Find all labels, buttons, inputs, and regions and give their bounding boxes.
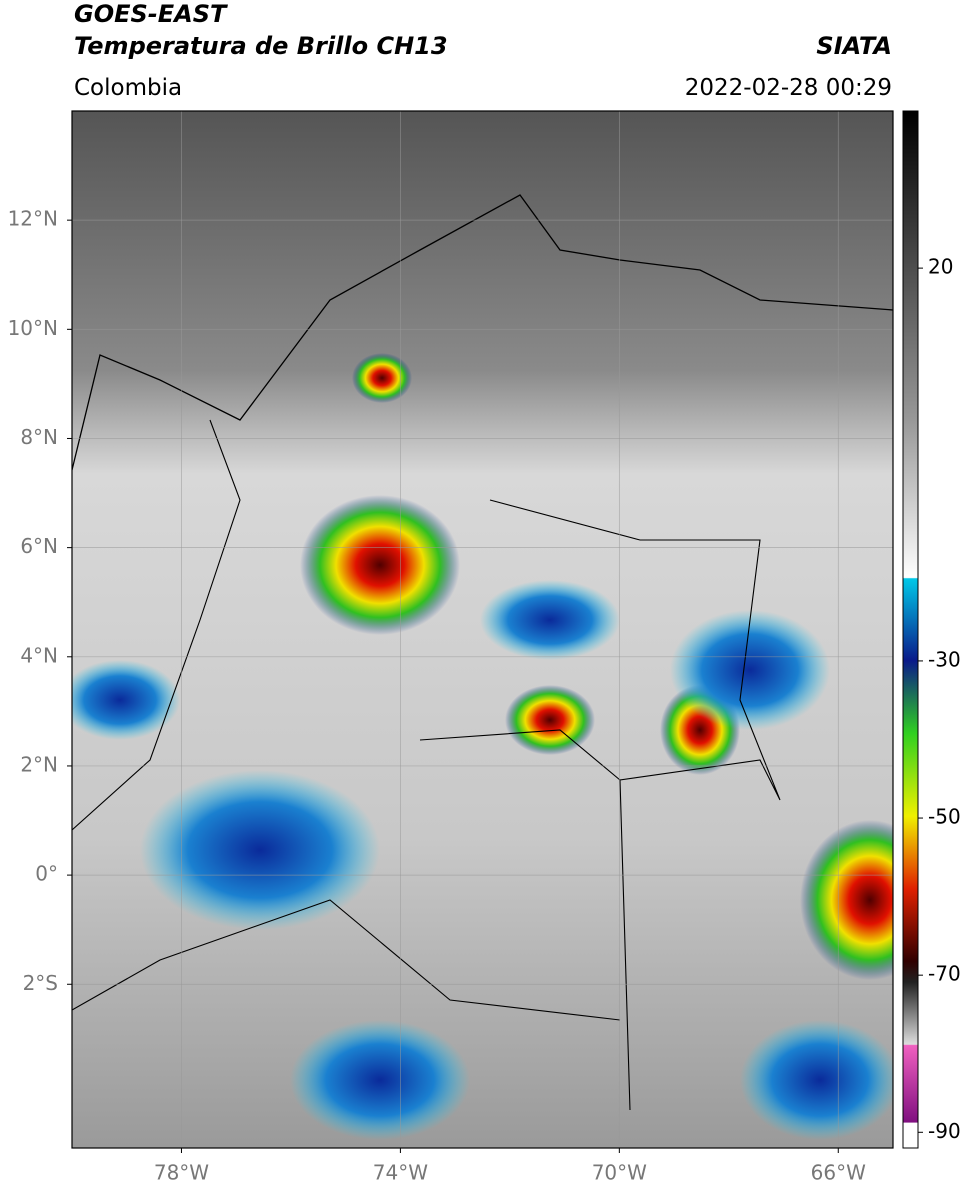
- satellite: GOES-EAST: [74, 0, 228, 28]
- lat-tick-label: 10°N: [8, 316, 58, 340]
- lon-tick-label: 66°W: [811, 1161, 866, 1185]
- lon-tick-label: 70°W: [592, 1161, 647, 1185]
- datetime: 2022-02-28 00:29: [685, 75, 892, 101]
- colorbar-tick-label: -70: [928, 962, 961, 986]
- map-frame: [71, 110, 894, 1149]
- lat-tick-label: 0°: [35, 862, 58, 886]
- colorbar-tick-label: -30: [928, 647, 961, 671]
- lon-tick-label: 74°W: [373, 1161, 428, 1185]
- lat-tick-label: 12°N: [8, 207, 58, 231]
- lat-tick-label: 8°N: [20, 425, 58, 449]
- colorbar-tick-label: -90: [928, 1119, 961, 1143]
- lat-tick-label: 2°N: [20, 752, 58, 776]
- colorbar-tick-label: 20: [928, 255, 953, 279]
- region: Colombia: [74, 75, 182, 101]
- lat-tick-label: 2°S: [23, 971, 58, 995]
- grid: [72, 111, 893, 1148]
- product: Temperatura de Brillo CH13: [74, 32, 448, 60]
- imagery: [72, 111, 893, 1148]
- lat-tick-label: 6°N: [20, 534, 58, 558]
- colorbar-tick-label: -50: [928, 805, 961, 829]
- lon-tick-label: 78°W: [154, 1161, 209, 1185]
- source: SIATA: [816, 32, 892, 60]
- lat-tick-label: 4°N: [20, 643, 58, 667]
- colorbar: [902, 110, 919, 1149]
